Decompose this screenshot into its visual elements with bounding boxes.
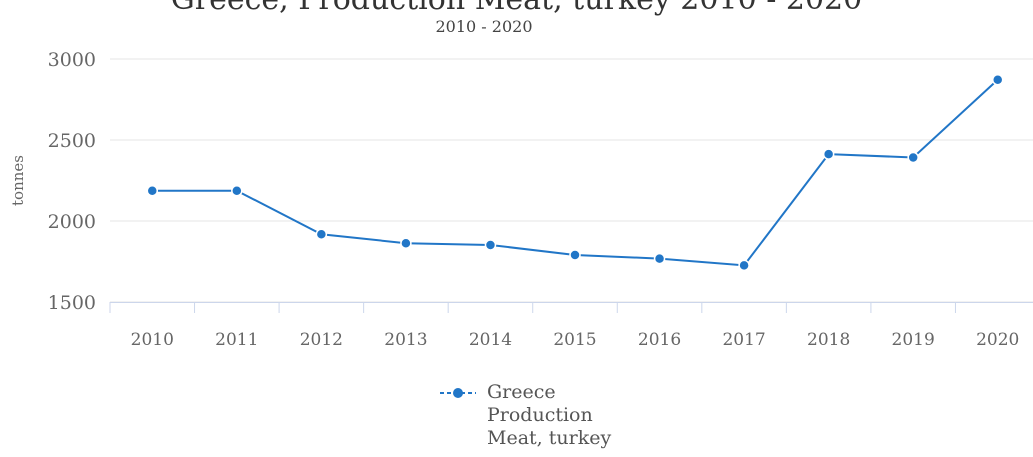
y-tick-label: 3000	[48, 49, 96, 71]
data-point[interactable]	[738, 259, 750, 272]
x-tick-label: 2012	[300, 330, 343, 350]
x-tick-label: 2018	[807, 330, 850, 350]
y-tick-label: 1500	[48, 292, 96, 314]
data-point[interactable]	[231, 184, 243, 197]
legend-label-line: Meat, turkey	[487, 427, 612, 449]
y-axis-title: tonnes	[9, 155, 27, 206]
legend-marker-icon	[440, 388, 476, 398]
chart-subtitle: 2010 - 2020	[435, 17, 533, 36]
data-point[interactable]	[400, 237, 412, 249]
legend-label-line: Greece	[487, 381, 556, 403]
chart-title: Greece, Production Meat, turkey 2010 - 2…	[0, 0, 1033, 17]
x-tick-label: 2016	[638, 330, 681, 350]
y-tick-label: 2000	[48, 211, 96, 233]
data-point[interactable]	[146, 184, 159, 197]
data-point[interactable]	[315, 228, 328, 241]
data-point[interactable]	[907, 151, 919, 164]
x-tick-label: 2015	[553, 330, 596, 350]
series-line	[152, 78, 999, 267]
data-point[interactable]	[991, 73, 1004, 86]
x-tick-label: 2020	[976, 330, 1019, 350]
data-point[interactable]	[822, 148, 835, 160]
data-point[interactable]	[653, 252, 666, 265]
x-tick-label: 2017	[722, 330, 765, 350]
x-tick-label: 2010	[131, 330, 174, 350]
x-tick-label: 2013	[384, 330, 427, 350]
legend-label-line: Production	[487, 404, 593, 426]
x-tick-label: 2011	[215, 330, 258, 350]
data-point[interactable]	[484, 239, 497, 251]
y-tick-label: 2500	[48, 130, 96, 152]
x-tick-label: 2014	[469, 330, 512, 350]
x-tick-label: 2019	[892, 330, 935, 350]
legend-label: Greece Production Meat, turkey	[487, 381, 687, 450]
data-point[interactable]	[569, 249, 581, 261]
